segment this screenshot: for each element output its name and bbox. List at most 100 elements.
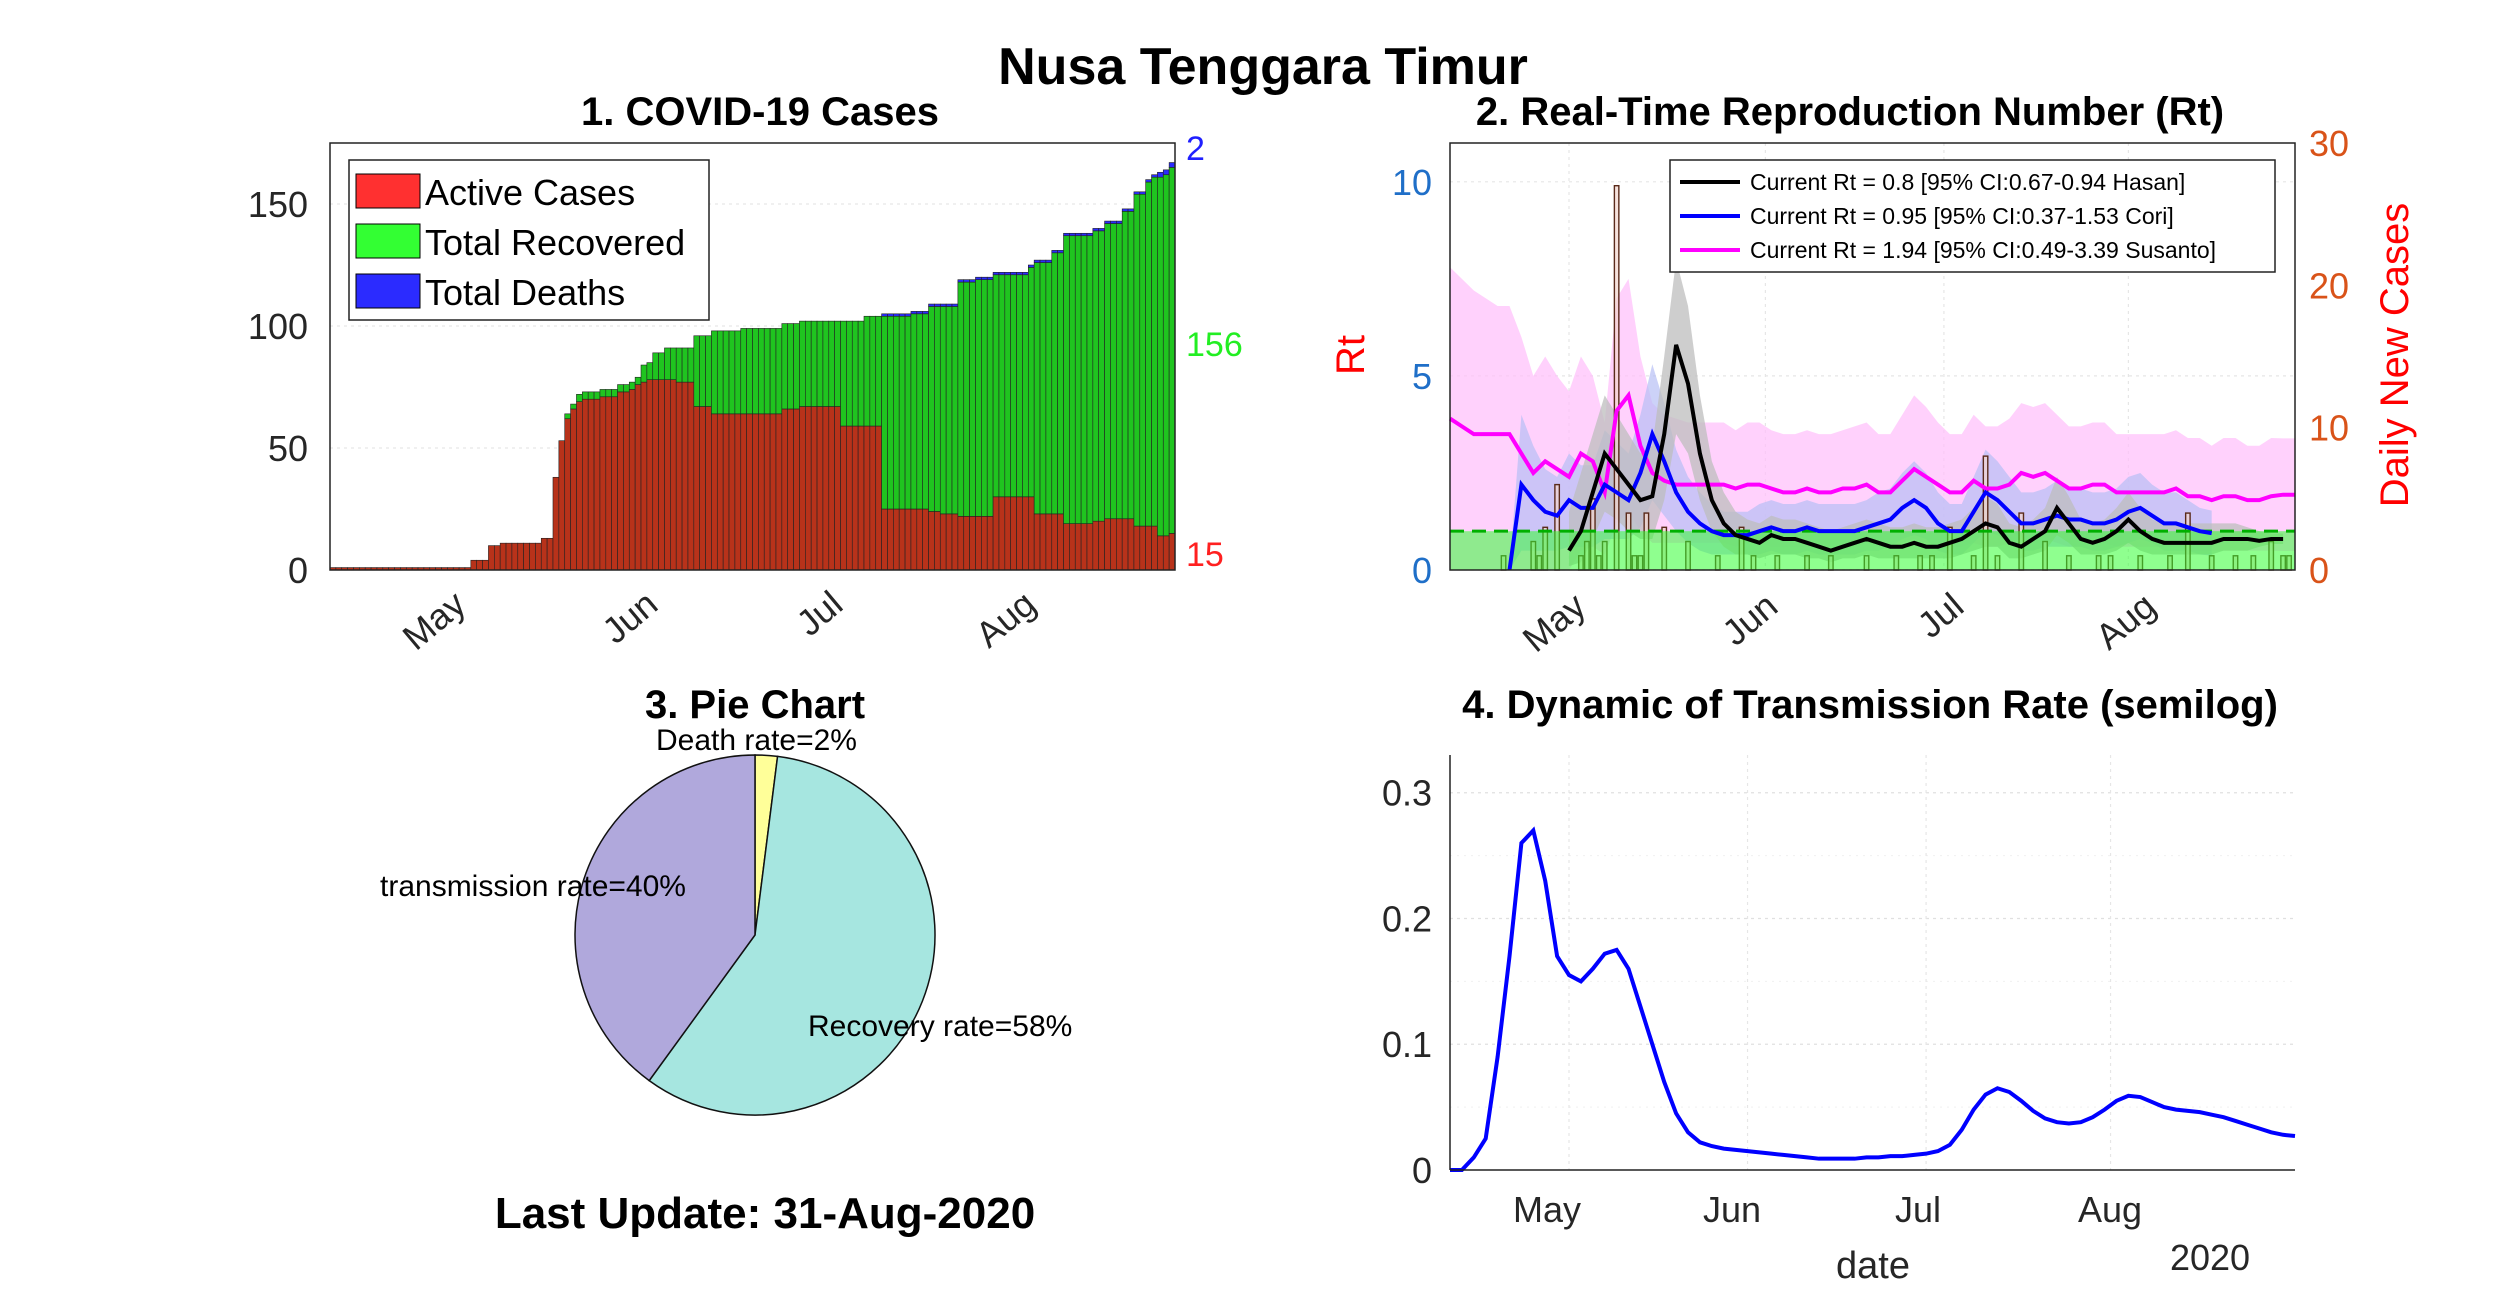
cases-y-tick-50: 50 <box>268 428 308 469</box>
cases-y-tick-100: 100 <box>248 306 308 347</box>
recovered-bar-128 <box>1080 235 1088 524</box>
active-bar-65 <box>711 413 718 571</box>
active-bar-82 <box>810 406 818 571</box>
active-bar-34 <box>529 542 536 571</box>
legend-label-recovered: Total Recovered <box>425 222 685 263</box>
active-bar-54 <box>646 379 654 571</box>
recovered-bar-40 <box>564 413 571 420</box>
active-bar-49 <box>617 391 624 571</box>
active-bar-133 <box>1110 518 1117 571</box>
recovered-bar-106 <box>951 306 959 515</box>
rt-right-y-tick-30: 30 <box>2309 123 2349 164</box>
recovered-bar-58 <box>670 347 677 380</box>
recovered-bar-63 <box>699 335 706 407</box>
cases-y-tick-150: 150 <box>248 184 308 225</box>
recovered-bar-76 <box>775 328 783 415</box>
recovered-bar-56 <box>658 352 665 380</box>
deaths-bar-104 <box>939 303 947 307</box>
active-bar-128 <box>1080 523 1088 571</box>
active-bar-94 <box>881 508 888 571</box>
legend-swatch-active <box>355 173 421 209</box>
recovered-bar-51 <box>628 381 636 390</box>
legend-swatch-deaths <box>355 273 421 309</box>
transmission-chart-title: 4. Dynamic of Transmission Rate (semilog… <box>1462 683 2278 727</box>
active-bar-46 <box>599 396 607 571</box>
active-bar-50 <box>623 391 630 571</box>
deaths-bar-128 <box>1080 232 1088 237</box>
cases-axes-box <box>329 142 1176 571</box>
deaths-bar-142 <box>1162 169 1170 176</box>
transmission-x-axis-label: date <box>1836 1245 1910 1287</box>
active-bar-77 <box>781 408 789 571</box>
deaths-bar-105 <box>945 303 953 307</box>
recovered-bar-71 <box>746 328 753 415</box>
active-bar-102 <box>928 511 935 571</box>
recovered-bar-88 <box>846 320 853 427</box>
active-bar-107 <box>957 516 965 571</box>
recovered-bar-109 <box>969 281 976 517</box>
active-bar-114 <box>998 496 1006 571</box>
cases-y-tick-0: 0 <box>288 550 308 591</box>
active-bar-63 <box>699 406 706 571</box>
active-bar-126 <box>1069 523 1076 571</box>
active-bar-121 <box>1039 513 1047 571</box>
active-bar-26 <box>482 559 489 571</box>
transmission-chart: 4. Dynamic of Transmission Rate (semilog… <box>1382 683 2296 1287</box>
deaths-bar-110 <box>975 276 982 280</box>
active-bar-95 <box>887 508 894 571</box>
recovered-bar-120 <box>1033 262 1041 515</box>
recovered-bar-118 <box>1022 274 1029 498</box>
recovered-bar-96 <box>893 315 900 510</box>
recovered-bar-107 <box>957 281 965 517</box>
pie-label-transmission: transmission rate=40% <box>380 870 686 903</box>
transmission-x-tick-jun: Jun <box>1703 1189 1761 1230</box>
deaths-bar-131 <box>1098 228 1105 232</box>
deaths-bar-116 <box>1010 272 1017 276</box>
rt-left-y-tick-5: 5 <box>1412 356 1432 397</box>
active-bar-39 <box>558 440 566 571</box>
active-bar-80 <box>799 406 806 571</box>
transmission-x-tick-may: May <box>1513 1189 1581 1230</box>
rt-axes-box <box>1449 142 2296 571</box>
active-bar-134 <box>1116 518 1123 571</box>
active-bar-104 <box>939 513 947 571</box>
recovered-bar-90 <box>857 320 865 427</box>
deaths-bar-119 <box>1027 264 1035 268</box>
recovered-bar-132 <box>1104 223 1111 520</box>
recovered-bar-131 <box>1098 230 1105 522</box>
active-bar-64 <box>705 406 712 571</box>
deaths-bar-137 <box>1133 191 1141 195</box>
pie-slice-1 <box>648 755 936 1116</box>
active-bar-105 <box>945 513 953 571</box>
cases-chart-title: 1. COVID-19 Cases <box>581 90 939 134</box>
active-bar-103 <box>934 511 941 571</box>
active-bar-109 <box>969 516 976 571</box>
active-bar-115 <box>1004 496 1011 571</box>
active-bar-66 <box>716 413 724 571</box>
recovered-bar-57 <box>664 347 671 380</box>
cases-y-axis: 0 50 100 150 <box>248 184 308 591</box>
active-bar-129 <box>1086 523 1094 571</box>
cases-chart: 1. COVID-19 Cases 0 50 100 150 May Jun J… <box>248 90 1243 658</box>
recovered-bar-82 <box>810 320 818 407</box>
recovered-bar-79 <box>793 323 800 410</box>
recovered-bar-123 <box>1051 252 1058 515</box>
recovered-bar-45 <box>593 391 601 400</box>
deaths-bar-117 <box>1016 272 1023 276</box>
rt-line-2 <box>1448 390 2295 503</box>
recovered-bar-126 <box>1069 235 1076 524</box>
recovered-bar-46 <box>599 389 607 398</box>
active-bar-53 <box>640 381 648 571</box>
rt-lines <box>1448 344 2295 571</box>
recovered-bar-61 <box>687 347 695 383</box>
active-bar-118 <box>1022 496 1029 571</box>
cases-legend: Active Cases Total Recovered Total Death… <box>348 159 710 321</box>
active-bar-29 <box>499 542 507 571</box>
active-bar-91 <box>863 425 871 571</box>
recovered-bar-92 <box>869 315 877 427</box>
recovered-bar-119 <box>1027 267 1035 498</box>
active-bar-124 <box>1057 513 1064 571</box>
active-bar-31 <box>511 542 519 571</box>
deaths-bar-112 <box>986 276 994 280</box>
recovered-bar-104 <box>939 306 947 515</box>
